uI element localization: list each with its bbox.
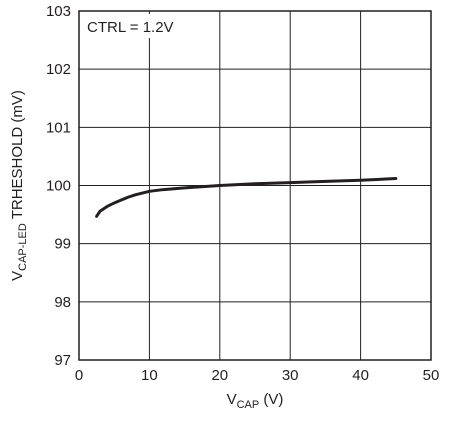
- y-tick-label: 98: [54, 294, 71, 311]
- y-tick-label: 100: [46, 178, 71, 195]
- x-axis-title-unit: (V): [259, 391, 283, 408]
- x-axis-title-main: V: [227, 391, 237, 408]
- y-axis-title-sub: CAP-LED: [17, 223, 29, 271]
- y-tick-label: 101: [46, 119, 71, 136]
- y-tick-label: 102: [46, 61, 71, 78]
- y-tick-label: 99: [54, 236, 71, 253]
- x-axis-title-sub: CAP: [237, 399, 260, 411]
- y-tick-label: 97: [54, 352, 71, 369]
- series-layer: [95, 177, 398, 218]
- series-line: [95, 177, 398, 218]
- plot-frame: [78, 10, 432, 361]
- x-tick-label: 40: [352, 367, 369, 384]
- y-tick-labels: 97 98 99 100 101 102 103: [46, 3, 71, 369]
- x-axis-title: VCAP (V): [227, 391, 284, 411]
- x-tick-labels: 0 10 20 30 40 50: [75, 367, 440, 384]
- annotation-ctrl: CTRL = 1.2V: [87, 19, 174, 36]
- y-tick-label: 103: [46, 3, 71, 20]
- y-axis-title: VCAP-LED TRHESHOLD (mV): [9, 90, 29, 281]
- x-tick-label: 50: [423, 367, 440, 384]
- x-tick-label: 10: [141, 367, 158, 384]
- x-tick-label: 30: [282, 367, 299, 384]
- y-axis-title-rest: TRHESHOLD (mV): [9, 90, 26, 223]
- x-tick-label: 20: [211, 367, 228, 384]
- y-axis-title-main: V: [9, 271, 26, 281]
- grid: [79, 11, 431, 360]
- annotation-background: [82, 14, 186, 38]
- x-tick-label: 0: [75, 367, 83, 384]
